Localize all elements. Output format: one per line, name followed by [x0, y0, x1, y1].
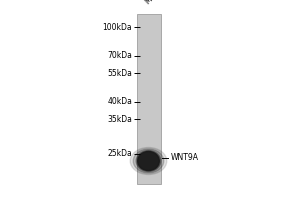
- Ellipse shape: [136, 150, 161, 171]
- Text: 100kDa: 100kDa: [102, 22, 132, 31]
- Text: 70kDa: 70kDa: [107, 51, 132, 60]
- Ellipse shape: [138, 152, 159, 170]
- Text: 55kDa: 55kDa: [107, 68, 132, 77]
- Ellipse shape: [130, 148, 167, 174]
- Bar: [136, 14, 160, 184]
- Text: Mouse lung: Mouse lung: [144, 0, 181, 6]
- Ellipse shape: [133, 149, 164, 173]
- Text: 25kDa: 25kDa: [107, 150, 132, 158]
- Text: 35kDa: 35kDa: [107, 114, 132, 123]
- Text: WNT9A: WNT9A: [171, 154, 199, 162]
- Text: 40kDa: 40kDa: [107, 98, 132, 106]
